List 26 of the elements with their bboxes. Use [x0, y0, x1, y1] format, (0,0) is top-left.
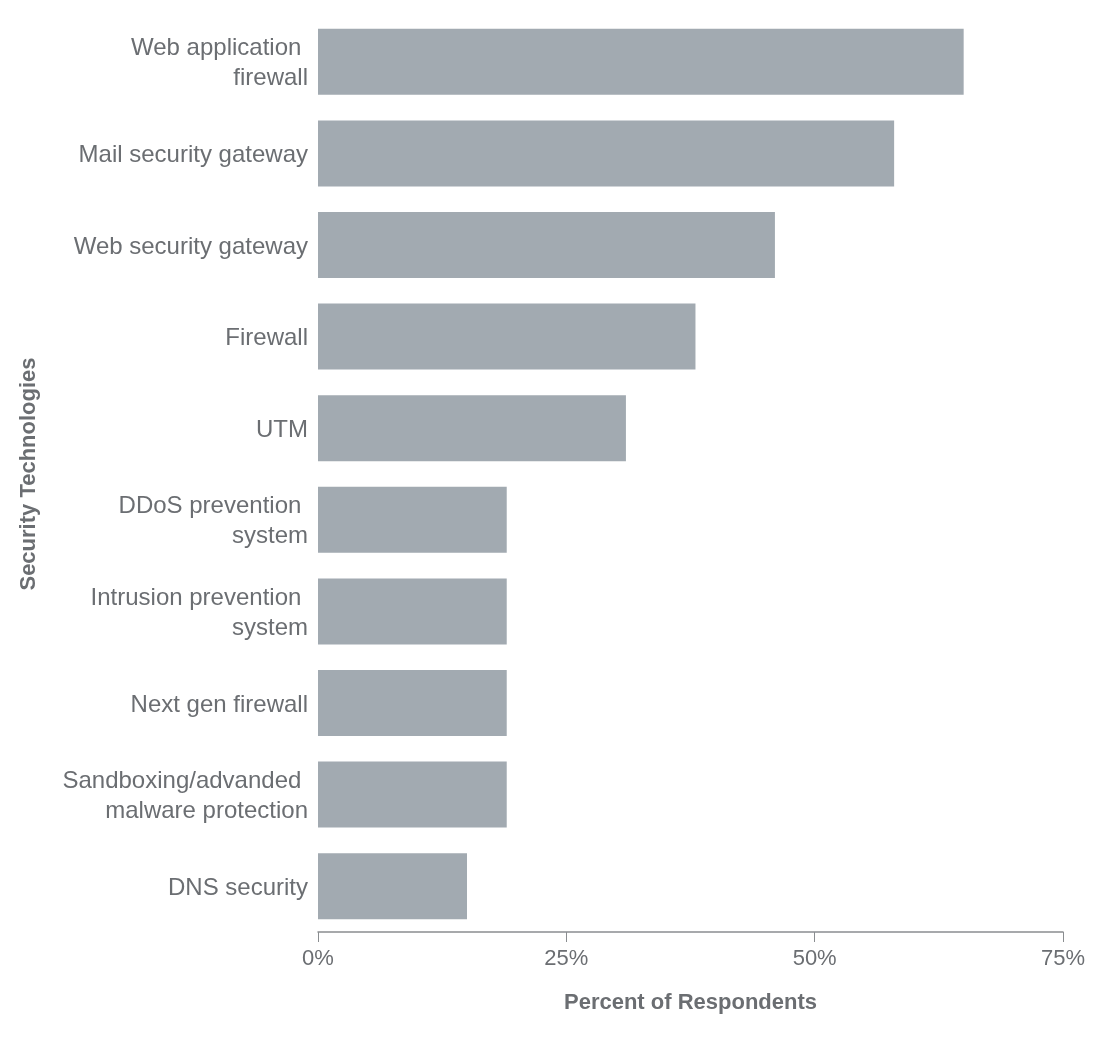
- x-axis-title: Percent of Respondents: [563, 988, 818, 1014]
- bar: [318, 212, 775, 278]
- y-tick-label: Web application firewall: [131, 33, 308, 91]
- bar: [318, 120, 895, 187]
- bar: [318, 578, 507, 645]
- x-tick-label: 50%: [792, 944, 837, 970]
- bar: [318, 395, 626, 462]
- y-tick-label: Mail security gateway: [78, 139, 308, 167]
- y-tick-label: Next gen firewall: [130, 689, 308, 717]
- bar: [318, 761, 507, 828]
- x-tick-label: 0%: [302, 944, 334, 970]
- y-tick-label: UTM: [256, 414, 308, 442]
- y-tick-label: Intrusion prevention system: [90, 582, 308, 640]
- bar: [318, 486, 507, 553]
- x-tick-label: 25%: [544, 944, 589, 970]
- bar: [318, 670, 507, 736]
- bar: [318, 28, 964, 95]
- y-tick-label: Web security gateway: [73, 231, 308, 259]
- x-tick-label: 75%: [1040, 944, 1086, 970]
- y-tick-label: Sandboxing/advanded malware protection: [62, 766, 308, 824]
- y-tick-label: DDoS prevention system: [118, 491, 308, 549]
- y-tick-label: DNS security: [167, 872, 308, 900]
- bar: [318, 303, 696, 370]
- y-axis-title: Security Technologies: [14, 357, 40, 591]
- y-tick-label: Firewall: [225, 323, 308, 351]
- bar: [318, 853, 467, 920]
